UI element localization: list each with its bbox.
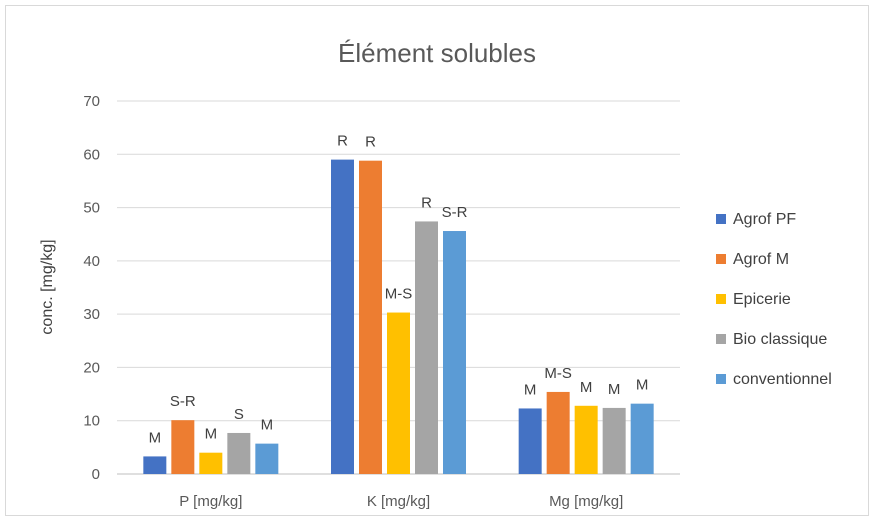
data-label: M — [580, 379, 593, 396]
bar-agrof-pf-2 — [518, 408, 542, 474]
data-label: S-R — [170, 393, 196, 410]
bar-conventionnel-0 — [255, 443, 279, 474]
y-tick-label: 40 — [83, 253, 100, 270]
bar-agrof-pf-1 — [331, 159, 354, 474]
data-label: M — [608, 381, 621, 398]
data-label: M — [205, 426, 218, 443]
y-tick-label: 70 — [83, 93, 100, 110]
data-label: M — [524, 381, 537, 398]
bar-conventionnel-2 — [630, 403, 654, 474]
data-label: R — [421, 194, 432, 211]
legend-swatch — [716, 374, 726, 384]
legend-label: conventionnel — [733, 371, 832, 388]
y-tick-label: 50 — [83, 200, 100, 217]
data-label: R — [365, 134, 376, 151]
data-label: M — [636, 377, 649, 394]
legend-swatch — [716, 294, 726, 304]
bar-epicerie-0 — [199, 452, 223, 474]
y-axis-label: conc. [mg/kg] — [39, 239, 56, 334]
bar-agrof-m-2 — [546, 391, 570, 474]
x-tick-label: Mg [mg/kg] — [549, 493, 623, 510]
bar-epicerie-1 — [387, 312, 410, 474]
data-label: M-S — [385, 286, 413, 303]
data-label: S — [234, 406, 244, 423]
data-label: M — [149, 429, 162, 446]
legend-label: Bio classique — [733, 331, 827, 348]
data-label: M — [261, 417, 274, 434]
y-tick-label: 60 — [83, 146, 100, 163]
legend-swatch — [716, 334, 726, 344]
bar-epicerie-2 — [574, 405, 598, 474]
y-tick-label: 30 — [83, 306, 100, 323]
bar-bio-classique-1 — [415, 221, 438, 474]
bar-agrof-m-1 — [359, 160, 382, 474]
y-tick-label: 10 — [83, 413, 100, 430]
legend-swatch — [716, 214, 726, 224]
y-tick-label: 20 — [83, 359, 100, 376]
legend-swatch — [716, 254, 726, 264]
bar-bio-classique-2 — [602, 407, 626, 474]
legend-label: Agrof M — [733, 251, 789, 268]
legend-label: Agrof PF — [733, 211, 796, 228]
bar-agrof-pf-0 — [143, 456, 167, 474]
legend-label: Epicerie — [733, 291, 791, 308]
x-tick-label: P [mg/kg] — [179, 493, 242, 510]
chart-title: Élément solubles — [338, 38, 536, 68]
y-tick-label: 0 — [92, 466, 100, 483]
bar-agrof-m-0 — [171, 420, 195, 474]
x-tick-label: K [mg/kg] — [367, 493, 430, 510]
bar-bio-classique-0 — [227, 432, 251, 474]
data-label: R — [337, 133, 348, 150]
bar-conventionnel-1 — [443, 231, 466, 474]
data-label: S-R — [442, 204, 468, 221]
data-label: M-S — [544, 365, 572, 382]
